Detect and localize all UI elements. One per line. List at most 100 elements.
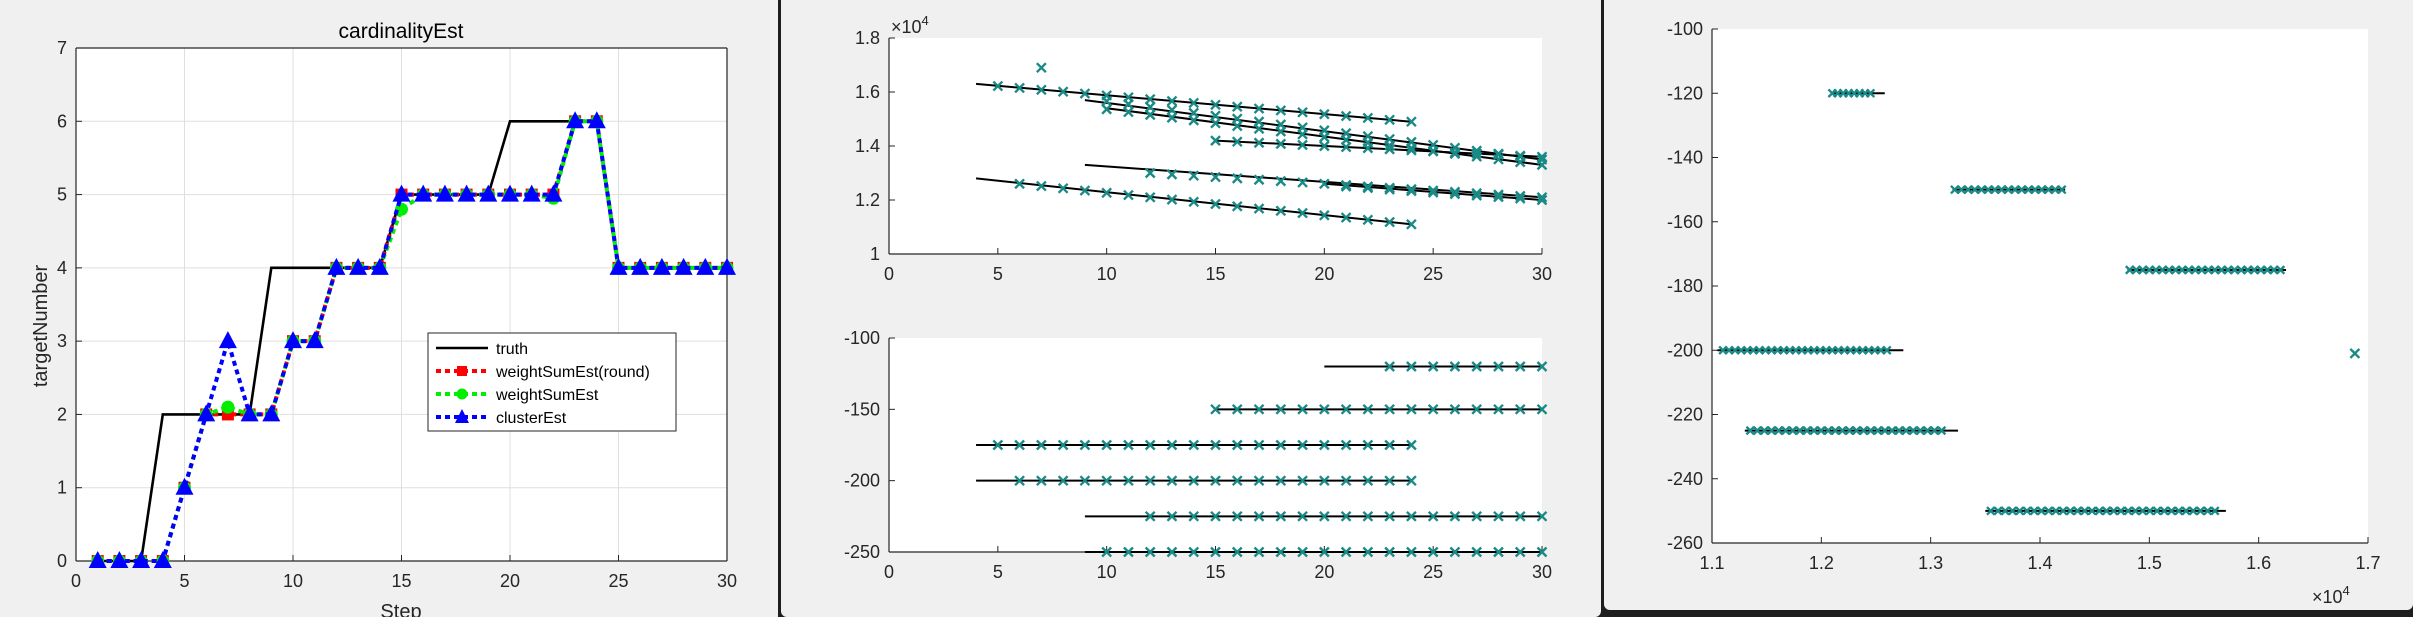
estimate-marker <box>1210 117 1221 129</box>
estimate-marker <box>1427 361 1439 372</box>
estimate-marker <box>1514 546 1526 558</box>
data-point <box>240 404 259 422</box>
estimate-marker <box>1880 425 1890 436</box>
estimate-marker <box>1449 546 1461 558</box>
data-point <box>566 111 585 129</box>
estimate-marker <box>1123 546 1134 558</box>
estimate-marker <box>1406 116 1417 128</box>
y-tick-label: 6 <box>57 111 67 131</box>
estimate-marker <box>1823 425 1833 436</box>
estimate-marker <box>1866 425 1876 436</box>
estimate-marker <box>1275 403 1287 415</box>
data-point <box>435 184 454 202</box>
estimate-marker <box>1830 425 1840 436</box>
x-tick-label: 1.2 <box>1809 553 1834 573</box>
estimate-marker <box>1079 439 1091 451</box>
data-point <box>218 331 237 349</box>
data-point <box>479 184 498 202</box>
data-point <box>631 257 650 275</box>
data-point <box>175 477 194 495</box>
x-tick-label: 1.1 <box>1699 553 1724 573</box>
estimate-marker <box>1014 475 1025 487</box>
estimate-marker <box>2195 506 2206 516</box>
series-line-clusterEst <box>97 119 727 563</box>
legend-label: weightSumEst <box>495 387 599 404</box>
estimate-marker <box>2116 506 2126 516</box>
estimate-marker <box>1536 159 1548 171</box>
estimate-marker <box>1427 146 1439 157</box>
estimate-marker <box>1936 425 1947 436</box>
estimate-marker <box>1101 187 1113 199</box>
estimate-marker <box>1514 193 1526 204</box>
estimate-marker <box>1901 425 1911 436</box>
estimate-marker <box>1859 425 1869 436</box>
x-tick-label: 5 <box>993 562 1003 582</box>
x-tick-label: 25 <box>1423 264 1443 284</box>
data-point <box>305 331 324 349</box>
estimate-marker <box>1340 546 1352 558</box>
estimate-marker <box>1384 114 1395 126</box>
x-tick-label: 25 <box>1423 562 1443 582</box>
estimate-marker <box>1340 403 1352 415</box>
estimate-marker <box>2166 506 2177 516</box>
data-point <box>132 551 151 568</box>
estimate-marker <box>1449 361 1461 372</box>
estimate-marker <box>1253 475 1265 487</box>
estimate-marker <box>1166 95 1178 107</box>
estimate-marker <box>1318 510 1330 522</box>
legend-label: clusterEst <box>496 410 567 427</box>
estimate-marker <box>1318 209 1330 221</box>
data-point <box>221 400 235 414</box>
y-tick-label: 1.6 <box>855 82 880 102</box>
estimate-marker <box>1986 506 1996 516</box>
x-tick-label: 0 <box>884 264 894 284</box>
figure-window-tracks: 0 5 10 15 20 25 30 1 1.2 1.4 1.6 1.8 ×104 0 5 10 15 20 25 3… <box>781 0 1601 617</box>
estimate-marker <box>2101 506 2112 516</box>
estimate-marker <box>1929 425 1940 436</box>
estimate-marker <box>2029 506 2039 516</box>
estimate-marker <box>1253 123 1265 135</box>
estimate-marker <box>1014 178 1025 190</box>
estimate-marker <box>1210 198 1221 210</box>
x-tick-label: 0 <box>884 562 894 582</box>
estimate-marker <box>1188 510 1200 522</box>
estimate-marker <box>1851 425 1862 436</box>
estimate-marker <box>1837 425 1848 436</box>
estimate-marker <box>1297 128 1308 140</box>
estimate-marker <box>1231 546 1243 558</box>
estimate-marker <box>1406 142 1417 154</box>
estimate-marker <box>1406 403 1417 415</box>
estimate-marker <box>1188 475 1200 487</box>
estimate-marker <box>1384 403 1395 415</box>
estimate-marker <box>1340 212 1352 223</box>
estimate-marker <box>1340 475 1352 487</box>
estimate-marker <box>1079 88 1091 99</box>
x-tick-label: 30 <box>1532 562 1552 582</box>
estimate-marker <box>2152 506 2162 516</box>
estimate-marker <box>1873 425 1883 436</box>
estimate-marker <box>1362 403 1374 415</box>
data-point <box>284 331 302 349</box>
data-point <box>110 551 129 568</box>
estimate-marker <box>1773 425 1784 436</box>
estimate-marker <box>992 439 1004 451</box>
x-tick-label: 1.6 <box>2246 553 2271 573</box>
estimate-marker <box>1809 425 1819 436</box>
estimate-marker <box>1406 546 1417 558</box>
estimate-marker <box>1752 425 1763 436</box>
estimate-marker <box>1297 403 1308 415</box>
x-tick-label: 10 <box>1097 264 1117 284</box>
estimate-marker <box>2057 184 2067 195</box>
estimate-marker <box>1079 185 1091 196</box>
y-tick-label: -160 <box>1667 212 1703 232</box>
estimate-marker <box>1166 475 1178 487</box>
estimate-marker <box>1318 439 1330 451</box>
estimate-marker <box>1781 425 1791 436</box>
estimate-marker <box>1297 106 1308 118</box>
estimate-marker <box>1297 546 1308 558</box>
estimate-marker <box>1427 510 1439 522</box>
y-tick-label: 5 <box>57 185 67 205</box>
estimate-marker <box>2015 506 2025 516</box>
estimate-marker <box>1275 439 1287 451</box>
data-point <box>718 257 736 275</box>
